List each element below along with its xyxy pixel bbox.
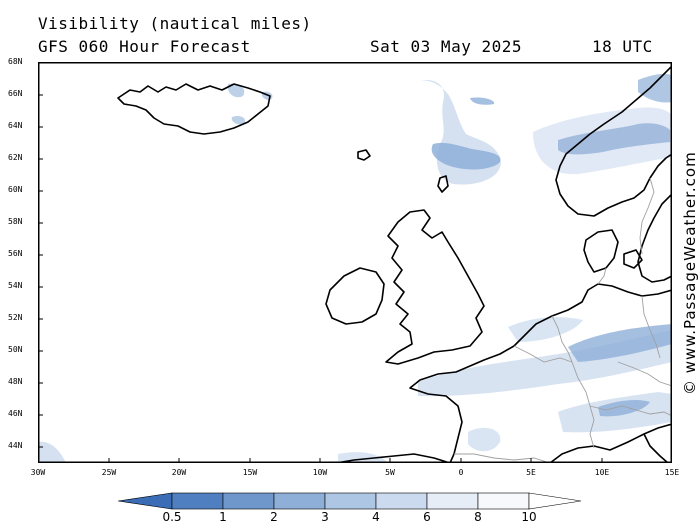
visibility-shading <box>38 73 672 463</box>
visibility-zone-iceland-patch <box>227 83 245 98</box>
colorbar-label-1: 1 <box>219 510 227 524</box>
visibility-zone-benelux <box>508 317 583 342</box>
visibility-zone-central-europe <box>598 399 650 417</box>
colorbar-segment-1-2 <box>222 492 275 510</box>
great-britain-coastline <box>385 209 485 365</box>
border-france-italy <box>589 405 595 449</box>
shetland-islands <box>437 175 449 193</box>
lat-label-44n: 44N <box>8 441 23 450</box>
country-borders <box>454 177 672 463</box>
lat-label-48n: 48N <box>8 377 23 386</box>
model-label: GFS 060 Hour Forecast <box>38 37 251 56</box>
forecast-time: 18 UTC <box>592 37 653 56</box>
lat-label-52n: 52N <box>8 313 23 322</box>
lon-label-30w: 30W <box>30 468 46 477</box>
visibility-zone-france-band <box>568 324 672 362</box>
visibility-map <box>38 62 672 463</box>
lat-label-60n: 60N <box>8 185 23 194</box>
ireland-coastline <box>325 267 385 325</box>
border-germany-czech <box>617 361 672 387</box>
border-france-germany <box>571 361 591 407</box>
lat-label-54n: 54N <box>8 281 23 290</box>
colorbar-segment-gt-10 <box>528 492 582 510</box>
visibility-zone-faroes-low <box>431 142 501 170</box>
norway-coastline <box>555 65 672 217</box>
colorbar-label-6: 6 <box>423 510 431 524</box>
colorbar-segment-3-4 <box>324 492 377 510</box>
border-norway-sweden <box>639 177 655 255</box>
border-germany-denmark <box>597 267 607 285</box>
danish-islands <box>623 249 643 269</box>
denmark-coastline <box>583 229 619 273</box>
lon-label-15w: 15W <box>242 468 258 477</box>
coastlines <box>117 65 672 463</box>
lat-label-58n: 58N <box>8 217 23 226</box>
border-switzerland <box>589 405 637 411</box>
colorbar-label-10: 10 <box>521 510 537 524</box>
visibility-zone-sea-strip <box>470 97 495 105</box>
sweden-coastline <box>637 193 672 283</box>
lat-label-62n: 62N <box>8 153 23 162</box>
mediterranean-coastline <box>549 423 672 463</box>
colorbar-label-3: 3 <box>321 510 329 524</box>
colorbar-label-0-5: 0.5 <box>162 510 182 524</box>
colorbar-label-2: 2 <box>270 510 278 524</box>
colorbar-segment-6-8 <box>426 492 479 510</box>
colorbar-segment-lt-0-5 <box>118 492 173 510</box>
visibility-zone-north-sea-coast <box>638 73 672 103</box>
border-netherlands-germany <box>551 315 573 363</box>
lat-label-50n: 50N <box>8 345 23 354</box>
lon-label-25w: 25W <box>101 468 117 477</box>
lat-label-56n: 56N <box>8 249 23 258</box>
lon-label-20w: 20W <box>171 468 187 477</box>
lat-label-46n: 46N <box>8 409 23 418</box>
border-france-spain <box>454 453 551 463</box>
map-frame <box>38 62 672 463</box>
lon-label-0: 0 <box>458 468 464 477</box>
chart-title: Visibility (nautical miles) <box>38 14 312 33</box>
continental-coastline <box>409 283 672 463</box>
lat-label-66n: 66N <box>8 89 23 98</box>
visibility-zone-norway-halo <box>533 107 672 175</box>
colorbar-segment-0-5-1 <box>171 492 224 510</box>
border-austria-italy <box>635 409 672 417</box>
colorbar-label-4: 4 <box>372 510 380 524</box>
border-france-belgium <box>513 345 573 363</box>
faroe-islands <box>357 149 371 161</box>
spain-north-coastline <box>335 453 451 463</box>
italy-coastline <box>643 433 669 463</box>
lon-label-5w: 5W <box>385 468 395 477</box>
colorbar <box>118 492 582 510</box>
colorbar-segment-8-10 <box>477 492 530 510</box>
colorbar-segment-4-6 <box>375 492 428 510</box>
forecast-date: Sat 03 May 2025 <box>370 37 522 56</box>
lat-label-68n: 68N <box>8 57 23 66</box>
colorbar-label-8: 8 <box>474 510 482 524</box>
lat-label-64n: 64N <box>8 121 23 130</box>
visibility-zone-iceland-south <box>231 115 246 125</box>
colorbar-segment-2-3 <box>273 492 326 510</box>
border-germany-poland <box>641 295 661 359</box>
lon-label-15e: 15E <box>664 468 680 477</box>
iceland-coastline <box>117 83 271 135</box>
lon-label-10e: 10E <box>594 468 610 477</box>
credit-text: © www.PassageWeather.com <box>681 151 699 395</box>
axis-ticks <box>38 62 603 463</box>
visibility-zone-biscay <box>468 427 501 452</box>
lon-label-10w: 10W <box>312 468 328 477</box>
lon-label-5e: 5E <box>526 468 536 477</box>
visibility-zone-sw-corner <box>38 441 66 463</box>
